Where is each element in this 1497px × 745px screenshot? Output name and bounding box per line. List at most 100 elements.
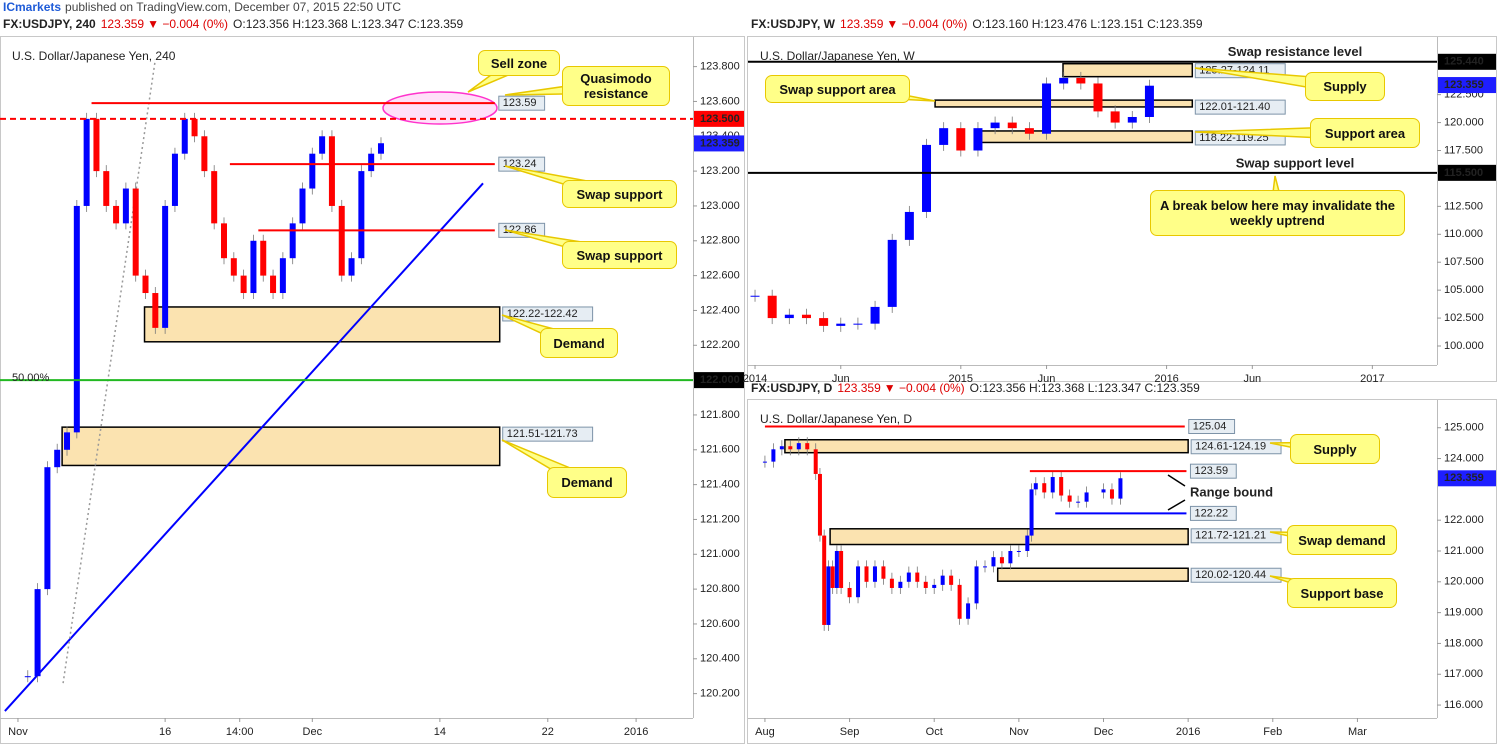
level-label-box [498, 95, 546, 111]
candle [1059, 77, 1069, 84]
y-tick-label: 122.000 [1444, 514, 1484, 526]
axis-level-label: 123.500 [700, 113, 740, 125]
x-tick-label: 14 [434, 726, 446, 738]
candle [923, 581, 928, 588]
y-tick-label: 125.000 [1444, 422, 1484, 434]
candle [1025, 535, 1030, 551]
symbol: FX:USDJPY, 240 [3, 17, 96, 31]
y-tick-label: 119.000 [1444, 607, 1483, 619]
candle [348, 258, 355, 276]
candle [1016, 550, 1021, 552]
chart-title: U.S. Dollar/Japanese Yen, D [760, 412, 912, 426]
annotation: Range bound [1190, 484, 1273, 499]
axis-level-label: 115.500 [1444, 167, 1483, 179]
candle [162, 205, 169, 328]
y-tick-label: 112.500 [1444, 200, 1483, 212]
published: published on TradingView.com, December 0… [65, 0, 401, 14]
x-tick-label: Aug [755, 726, 775, 738]
y-tick-label: 120.000 [1444, 576, 1484, 588]
zone [1062, 62, 1194, 78]
axis-level-box [1438, 53, 1496, 70]
zone-label: 124.61-124.19 [1195, 441, 1266, 453]
level-name: Swap resistance level [1228, 44, 1362, 59]
ohlc: O:123.356 H:123.368 L:123.347 C:123.359 [233, 17, 464, 31]
candle [898, 581, 903, 588]
x-tick-label: Feb [1263, 726, 1282, 738]
candle [279, 258, 286, 294]
candle [83, 118, 90, 206]
x-tick-label: 2016 [1154, 373, 1178, 385]
y-tick-label: 121.000 [1444, 545, 1484, 557]
candle [940, 575, 945, 585]
candle [24, 676, 31, 678]
candle [1084, 492, 1089, 502]
level-label: 123.59 [503, 97, 537, 109]
y-tick-label: 102.500 [1444, 312, 1484, 324]
y-tick-label: 122.800 [700, 235, 740, 247]
candle [270, 275, 277, 294]
y-tick-label: 123.800 [700, 61, 740, 73]
change: ▼ −0.004 (0%) [886, 17, 967, 31]
zone-label: 122.01-121.40 [1199, 101, 1270, 113]
axis-level-box [694, 110, 744, 127]
zone [934, 99, 1194, 108]
level-label-box [1188, 419, 1236, 434]
candle [368, 153, 375, 172]
candle [103, 171, 110, 206]
zone-label: 120.02-120.44 [1195, 569, 1266, 581]
candle [1118, 478, 1123, 499]
zone [143, 306, 501, 343]
price-box [1438, 77, 1496, 94]
callout: Swap support [562, 241, 677, 269]
candle [872, 566, 877, 582]
candle [132, 188, 139, 276]
level-label-box [1189, 463, 1237, 479]
y-tick-label: 120.000 [1444, 116, 1484, 128]
candle [201, 136, 208, 172]
x-tick-label: 2017 [1360, 373, 1384, 385]
candle [358, 171, 365, 259]
y-tick-label: 123.600 [700, 95, 740, 107]
candle [1033, 483, 1038, 490]
candle [974, 566, 979, 604]
candle [152, 293, 159, 328]
candle [377, 143, 384, 154]
y-tick-label: 121.800 [700, 409, 740, 421]
candle [142, 275, 149, 294]
callout: Demand [540, 328, 618, 358]
sell-zone-ellipse [382, 91, 498, 125]
candle [221, 223, 228, 259]
y-tick-label: 110.000 [1444, 228, 1483, 240]
y-tick-label: 121.000 [700, 548, 740, 560]
price-label: 123.359 [700, 137, 740, 149]
candle [319, 136, 326, 154]
y-tick-label: 120.400 [700, 653, 740, 665]
candle [1059, 477, 1064, 496]
x-tick-label: 22 [542, 726, 554, 738]
x-tick-label: Jun [1243, 373, 1261, 385]
y-tick-label: 122.200 [700, 339, 740, 351]
y-tick-label: 116.000 [1444, 699, 1483, 711]
candle [1042, 483, 1047, 493]
zone-label-box [502, 306, 594, 322]
y-tick-label: 122.400 [700, 304, 740, 316]
candle [250, 240, 257, 294]
zone-label-box [1190, 528, 1282, 544]
candle [826, 566, 831, 625]
candle [819, 318, 829, 326]
candle [949, 575, 954, 585]
x-tick-label: Oct [926, 726, 943, 738]
x-tick-label: Jun [832, 373, 850, 385]
x-tick-label: 2015 [949, 373, 973, 385]
candle [779, 446, 784, 450]
trendline [4, 182, 484, 712]
x-tick-label: 2014 [743, 373, 767, 385]
zone-label-box [1194, 99, 1286, 115]
candle [289, 223, 296, 259]
x-tick-label: Nov [1009, 726, 1029, 738]
price-box [1438, 470, 1496, 487]
y-tick-label: 123.000 [700, 200, 740, 212]
callout: Quasimodo resistance [562, 66, 670, 106]
y-tick-label: 120.200 [700, 688, 740, 700]
candle [34, 589, 41, 677]
